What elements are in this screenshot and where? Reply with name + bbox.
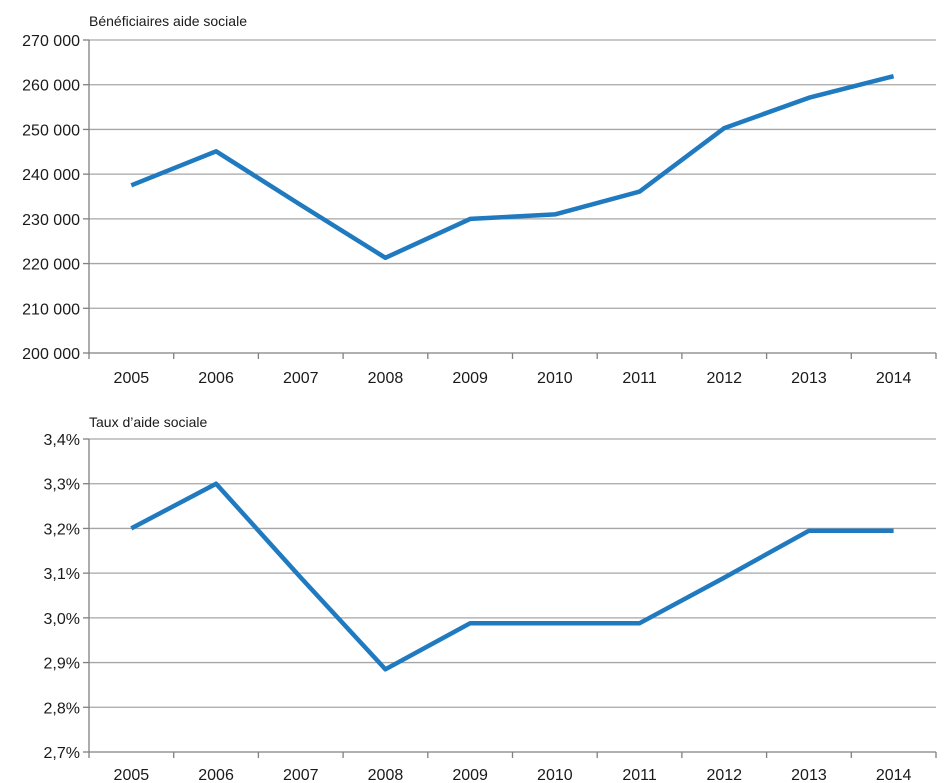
chart-1-x-tick-label: 2008 <box>368 370 404 387</box>
chart-1-y-tick-label: 220 000 <box>22 257 80 274</box>
chart-2-series-line <box>130 481 894 672</box>
chart-1-y-tick-label: 240 000 <box>22 167 80 184</box>
chart-2-x-tick-label: 2008 <box>368 767 404 783</box>
chart-2: Taux d’aide sociale 3,4% 3,3% 3,2% 3,1% 3,0%… <box>44 414 937 783</box>
chart-2-x-tick-label: 2012 <box>706 767 742 783</box>
chart-2-y-tick-label: 3,1% <box>44 566 80 583</box>
chart-1-x-tick-label: 2013 <box>791 370 827 387</box>
chart-2-y-tick-label: 2,7% <box>44 745 80 762</box>
chart-2-y-tick-label: 3,0% <box>44 611 80 628</box>
chart-2-plot: 3,4% 3,3% 3,2% 3,1% 3,0% 2,9% 2,8% 2,7% 2005 2006… <box>44 432 937 783</box>
chart-1-y-tick-label: 210 000 <box>22 301 80 318</box>
chart-1-series-line <box>130 74 895 261</box>
chart-2-x-tick-label: 2006 <box>198 767 234 783</box>
chart-2-y-tick-label: 3,3% <box>44 477 80 494</box>
chart-1-x-tick-label: 2011 <box>622 370 657 387</box>
chart-1-y-tick-label: 250 000 <box>22 122 80 139</box>
chart-2-x-tick-label: 2013 <box>791 767 827 783</box>
chart-1-y-tick-label: 230 000 <box>22 212 80 229</box>
chart-2-y-tick-label: 2,8% <box>44 700 80 717</box>
chart-2-y-tick-label: 3,2% <box>44 521 80 538</box>
chart-2-x-tick-label: 2009 <box>452 767 488 783</box>
chart-2-title: Taux d’aide sociale <box>89 414 208 430</box>
chart-1-title: Bénéficiaires aide sociale <box>89 13 247 29</box>
chart-2-x-tick-label: 2010 <box>537 767 573 783</box>
chart-2-y-tick-label: 3,4% <box>44 432 80 449</box>
chart-1-x-tick-label: 2014 <box>876 370 912 387</box>
chart-1-plot: 270 000 260 000 250 000 240 000 230 000 220 0… <box>22 33 937 387</box>
chart-1: Bénéficiaires aide sociale 270 000 260 00… <box>22 13 937 387</box>
chart-2-x-tick-label: 2007 <box>283 767 319 783</box>
chart-1-x-tick-label: 2010 <box>537 370 573 387</box>
chart-1-x-tick-label: 2006 <box>198 370 234 387</box>
chart-1-y-tick-label: 260 000 <box>22 78 80 95</box>
chart-1-y-tick-label: 200 000 <box>22 346 80 363</box>
chart-1-x-tick-label: 2007 <box>283 370 319 387</box>
chart-1-x-tick-label: 2009 <box>452 370 488 387</box>
chart-2-x-tick-label: 2014 <box>876 767 912 783</box>
chart-2-y-tick-label: 2,9% <box>44 656 80 673</box>
chart-2-x-tick-label: 2011 <box>622 767 657 783</box>
chart-1-x-tick-label: 2012 <box>706 370 742 387</box>
chart-2-x-tick-label: 2005 <box>114 767 150 783</box>
chart-1-y-tick-label: 270 000 <box>22 33 80 50</box>
chart-1-x-tick-label: 2005 <box>114 370 150 387</box>
